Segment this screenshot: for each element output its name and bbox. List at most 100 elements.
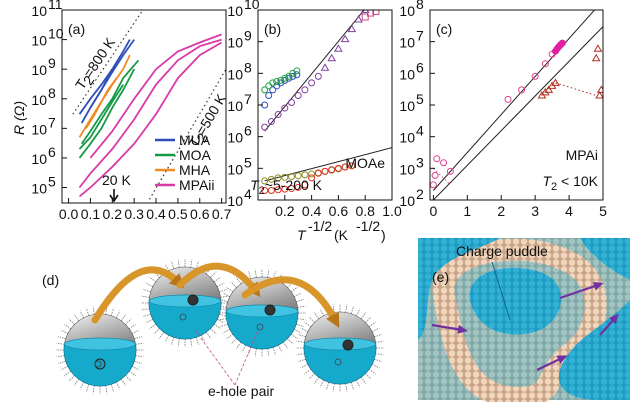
ligand	[374, 334, 382, 336]
y-tick-exponent: 6	[416, 59, 424, 75]
caption: e-hole pair	[208, 383, 274, 399]
point	[322, 168, 328, 174]
electron	[95, 359, 105, 369]
ligand	[314, 312, 319, 318]
ligand	[206, 332, 211, 338]
ligand	[74, 314, 79, 320]
ligand	[116, 311, 120, 318]
fit-line	[556, 83, 597, 96]
y-tick-exponent: 9	[48, 55, 56, 71]
ligand	[365, 373, 371, 379]
ligand	[351, 382, 353, 390]
legend-label: MUA	[179, 132, 211, 148]
ligand	[219, 314, 227, 316]
ligand	[116, 382, 120, 389]
x-tick-label: 0.1	[81, 206, 101, 222]
point	[328, 55, 335, 61]
ligand	[121, 379, 126, 385]
ligand	[278, 345, 282, 352]
ligand	[129, 371, 135, 376]
ligand	[165, 335, 169, 342]
y-tick-exponent: 4	[416, 123, 424, 139]
point	[434, 156, 440, 162]
y-tick-label: 10	[31, 33, 47, 49]
ligand	[64, 371, 70, 376]
x-tick-label: 5	[599, 203, 607, 219]
axes-frame	[258, 10, 392, 200]
ligand	[298, 306, 306, 307]
ligand	[86, 384, 88, 392]
ligand	[296, 299, 304, 301]
reference-label-rest: =500 K	[193, 91, 230, 138]
ligand	[64, 324, 70, 329]
ligand	[106, 386, 107, 394]
sphere-cut	[226, 305, 298, 317]
panel-note: MPAi	[566, 147, 598, 163]
ligand	[58, 336, 66, 338]
ligand	[143, 314, 151, 316]
y-tick-exponent: 11	[48, 0, 63, 12]
point	[295, 92, 301, 98]
ligand	[296, 324, 304, 326]
ligand	[255, 349, 256, 357]
point	[552, 79, 559, 85]
ligand	[268, 349, 269, 357]
ligand	[374, 359, 382, 361]
plot-area	[430, 1, 604, 201]
ligand	[351, 306, 353, 314]
annotation-arrow	[110, 189, 118, 201]
x-tick-label: 0.6	[190, 206, 210, 222]
point	[593, 55, 600, 61]
ligand	[287, 338, 293, 344]
y-tick-label: 10	[31, 121, 47, 137]
ligand	[220, 299, 228, 301]
y-tick-label: 10	[31, 151, 47, 167]
x-tick-label: 0.4	[146, 206, 166, 222]
point	[315, 170, 321, 176]
reference-label-rest: =800 K	[80, 34, 119, 81]
ligand	[178, 260, 179, 268]
point	[430, 182, 436, 188]
y-tick-label: 10	[227, 161, 243, 177]
y-tick-exponent: 8	[416, 0, 424, 12]
point	[542, 61, 548, 67]
ligand	[219, 289, 227, 291]
ligand	[294, 293, 301, 297]
annotation: 20 K	[102, 172, 131, 188]
y-tick-label: 10	[227, 193, 243, 209]
ligand	[134, 336, 142, 338]
y-tick-exponent: 7	[416, 28, 424, 44]
point	[266, 83, 272, 89]
ligand	[372, 364, 379, 368]
y-tick-label: 10	[227, 66, 243, 82]
ligand	[297, 341, 305, 342]
ligand	[61, 366, 68, 370]
ligand	[125, 319, 131, 325]
electron	[343, 340, 353, 350]
ligand	[320, 380, 324, 387]
x-axis-label: -1/2	[308, 218, 332, 234]
x-tick-label: 2	[497, 203, 505, 219]
y-tick-exponent: 7	[48, 114, 56, 130]
ligand	[171, 337, 173, 345]
legend-label: MPAii	[179, 177, 215, 193]
ligand	[201, 335, 205, 342]
x-axis-label: T	[297, 227, 307, 243]
figure: 105106107108109101010110.00.10.20.30.40.…	[0, 0, 638, 402]
ligand	[361, 312, 366, 318]
ligand	[146, 319, 153, 323]
y-tick-exponent: 2	[416, 186, 424, 202]
ligand	[369, 322, 375, 327]
ligand	[326, 382, 328, 390]
y-tick-label: 10	[399, 98, 415, 114]
ligand	[146, 283, 153, 287]
y-tick-label: 10	[31, 181, 47, 197]
electron	[188, 295, 198, 305]
panel-label: (a)	[68, 21, 85, 37]
ligand	[121, 314, 126, 320]
ligand	[191, 339, 192, 347]
axes-frame	[430, 10, 603, 200]
y-tick-label: 10	[399, 161, 415, 177]
point	[289, 99, 295, 105]
ligand	[223, 329, 230, 333]
